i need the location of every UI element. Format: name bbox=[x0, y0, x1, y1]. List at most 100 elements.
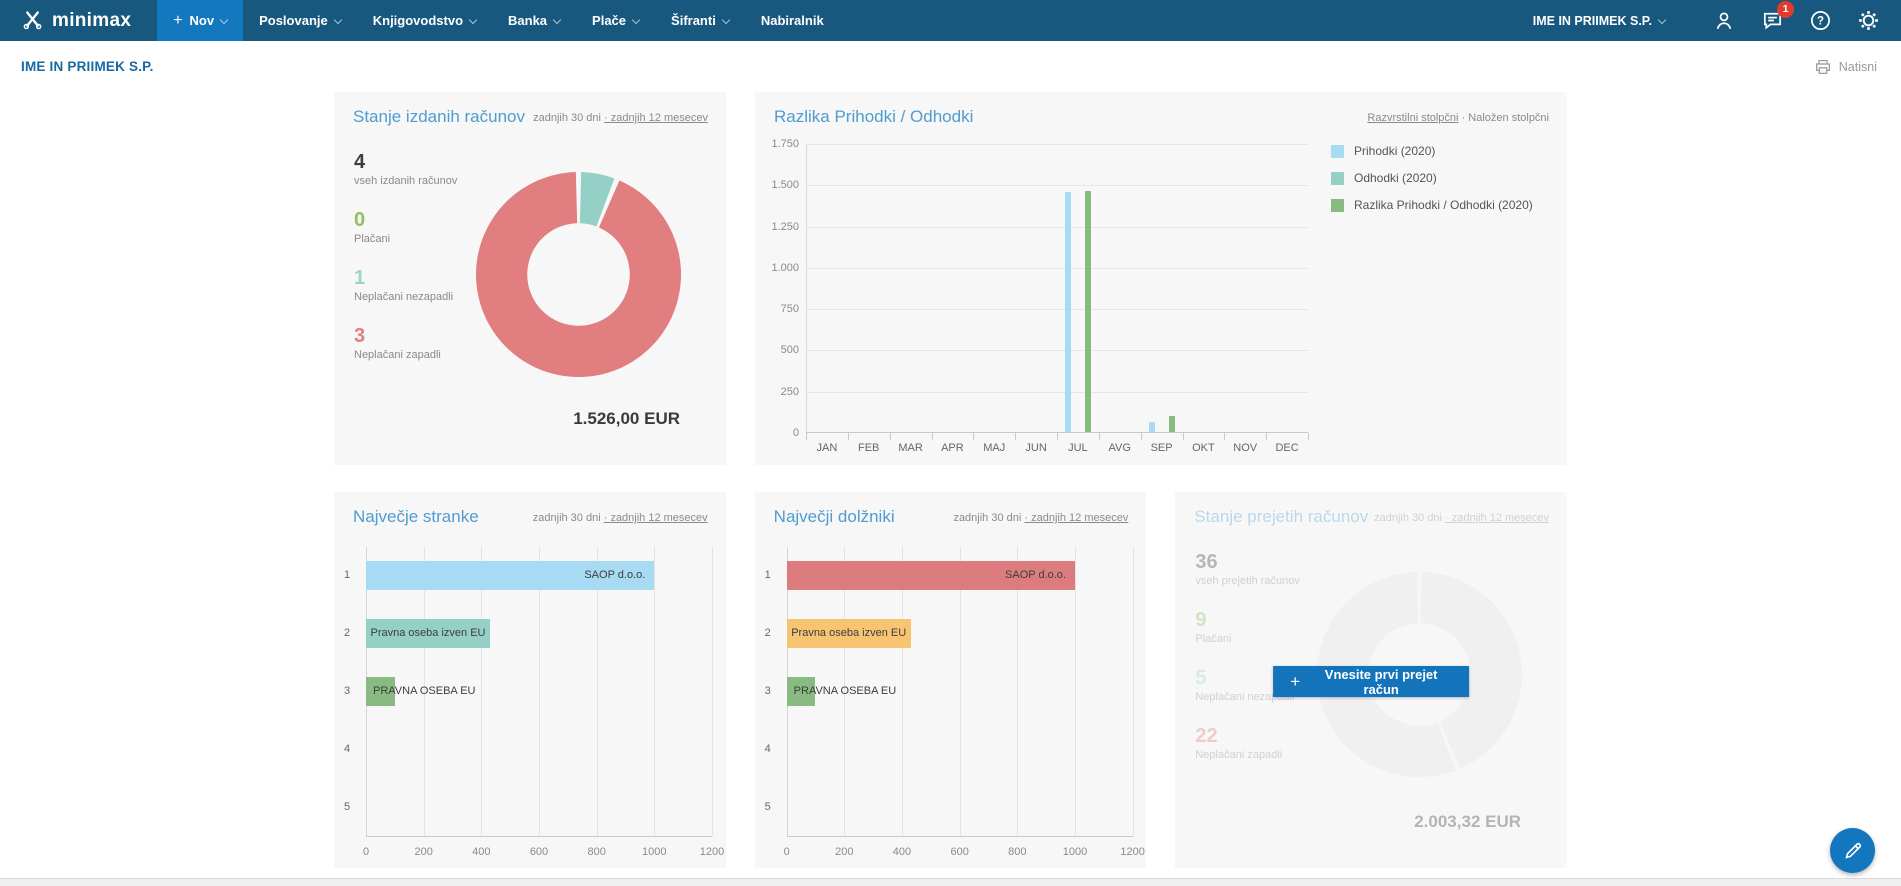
dashboard: Stanje izdanih računov zadnjih 30 dni · … bbox=[334, 92, 1568, 868]
bar: Pravna oseba izven EU bbox=[786, 619, 911, 648]
y-axis-line bbox=[806, 144, 807, 432]
bar-label: SAOP d.o.o. bbox=[1005, 569, 1066, 581]
axis-tick bbox=[931, 433, 933, 440]
gridline bbox=[806, 185, 1308, 187]
gridline bbox=[806, 391, 1308, 393]
help-icon: ? bbox=[1810, 11, 1830, 30]
bar bbox=[1065, 191, 1071, 432]
settings-button[interactable] bbox=[1855, 8, 1881, 34]
axis-tick bbox=[973, 433, 975, 440]
issued-invoices-donut-chart bbox=[476, 172, 681, 377]
stat-value: 9 bbox=[1195, 609, 1207, 631]
card-top-debtors: Največji dolžniki zadnjih 30 dni · zadnj… bbox=[754, 492, 1147, 868]
issued-invoices-total: 1.526,00 EUR bbox=[573, 409, 680, 428]
nav-item-banka[interactable]: Banka bbox=[492, 0, 576, 41]
bar bbox=[1085, 190, 1091, 432]
person-icon bbox=[1716, 12, 1732, 29]
gridline bbox=[806, 226, 1308, 228]
stacked-columns-label: · Naložen stolpčni bbox=[1461, 112, 1549, 124]
help-button[interactable]: ? bbox=[1807, 8, 1833, 34]
x-axis-label: SEP bbox=[1150, 442, 1173, 454]
scissors-logo-icon bbox=[22, 9, 52, 33]
stat-value: 0 bbox=[354, 209, 366, 231]
brand-name: minimax bbox=[52, 9, 132, 31]
axis-tick bbox=[889, 433, 891, 440]
main-menu: + Nov Poslovanje Knjigovodstvo Banka Pla… bbox=[157, 0, 840, 41]
gridline bbox=[1017, 547, 1019, 836]
card-received-invoices: Stanje prejetih računov zadnjih 30 dni ·… bbox=[1175, 492, 1568, 868]
new-entry-fab[interactable] bbox=[1830, 828, 1875, 873]
axis-tick bbox=[1057, 433, 1058, 440]
legend-item: Prihodki (2020) bbox=[1331, 144, 1533, 158]
x-axis-label: 1200 bbox=[1120, 846, 1145, 858]
user-profile-button[interactable] bbox=[1711, 8, 1737, 34]
card-income-expense-difference: Razlika Prihodki / Odhodki Razvrstilni s… bbox=[755, 92, 1567, 465]
stat-value: 22 bbox=[1195, 725, 1218, 747]
nav-item-knjigovodstvo[interactable]: Knjigovodstvo bbox=[357, 0, 492, 41]
row-label: 5 bbox=[344, 801, 351, 813]
x-axis-label: APR bbox=[941, 442, 964, 454]
period-current: zadnjih 30 dni bbox=[533, 112, 601, 124]
page-header: IME IN PRIIMEK S.P. Natisni bbox=[0, 41, 1901, 92]
messages-button[interactable]: 1 bbox=[1759, 0, 1794, 34]
page-title: IME IN PRIIMEK S.P. bbox=[21, 59, 154, 74]
bar-plot-area: SAOP d.o.o. Pravna oseba izven EU PRAVNA O… bbox=[786, 547, 1134, 837]
bar bbox=[1148, 422, 1155, 432]
nav-item-sifranti[interactable]: Šifranti bbox=[655, 0, 745, 41]
y-axis-label: 1.000 bbox=[771, 261, 799, 274]
card-title-issued-invoices[interactable]: Stanje izdanih računov bbox=[353, 107, 526, 126]
period-12-months-link[interactable]: · zadnjih 12 mesecev bbox=[1024, 512, 1129, 524]
gridline bbox=[712, 547, 713, 836]
bar: PRAVNA OSEBA EU bbox=[366, 677, 476, 706]
row-label: 4 bbox=[764, 743, 771, 755]
axis-tick bbox=[1224, 433, 1226, 440]
gridline bbox=[806, 267, 1308, 269]
legend-swatch bbox=[1331, 171, 1344, 185]
x-axis-label: OKT bbox=[1192, 442, 1215, 454]
period-12-months-link: · zadnjih 12 mesecev bbox=[1445, 512, 1550, 524]
minimax-logo[interactable]: minimax bbox=[0, 0, 157, 41]
legend-swatch bbox=[1331, 198, 1344, 212]
x-axis-label: 200 bbox=[835, 846, 854, 858]
bar bbox=[1168, 415, 1175, 432]
stat-value: 3 bbox=[354, 325, 366, 347]
axis-tick bbox=[1140, 433, 1142, 440]
x-axis-label: JUL bbox=[1068, 442, 1088, 454]
organization-switcher[interactable]: IME IN PRIIMEK S.P. bbox=[1533, 14, 1667, 28]
top-debtors-bar-chart: SAOP d.o.o. Pravna oseba izven EU PRAVNA O… bbox=[755, 547, 1147, 858]
nav-item-nov[interactable]: + Nov bbox=[157, 0, 244, 41]
stat-label: Neplačani zapadli bbox=[1195, 749, 1283, 761]
period-12-months-link[interactable]: · zadnjih 12 mesecev bbox=[603, 512, 708, 524]
nav-item-nabiralnik[interactable]: Nabiralnik bbox=[760, 13, 824, 28]
card-top-customers: Največje stranke zadnjih 30 dni · zadnji… bbox=[334, 492, 726, 868]
stat-label: Neplačani zapadli bbox=[354, 349, 441, 361]
card-title-top-debtors[interactable]: Največji dolžniki bbox=[773, 507, 895, 526]
enter-first-received-invoice-button[interactable]: + Vnesite prvi prejet račun bbox=[1273, 666, 1470, 697]
period-12-months-link[interactable]: · zadnjih 12 mesecev bbox=[604, 112, 708, 124]
chart-mode-switch: Razvrstilni stolpčni · Naložen stolpčni bbox=[1367, 107, 1549, 124]
row-label: 4 bbox=[344, 743, 351, 755]
x-axis-label: MAR bbox=[898, 442, 923, 454]
period-switch: zadnjih 30 dni · zadnjih 12 mesecev bbox=[533, 507, 708, 524]
plus-icon: + bbox=[173, 11, 183, 29]
row-label: 2 bbox=[344, 627, 351, 639]
card-title-top-customers[interactable]: Največje stranke bbox=[353, 507, 479, 526]
gridline bbox=[1074, 547, 1076, 836]
received-invoices-total: 2.003,32 EUR bbox=[1414, 812, 1522, 831]
card-title-income-expense[interactable]: Razlika Prihodki / Odhodki bbox=[774, 107, 974, 126]
gridline bbox=[539, 547, 540, 836]
bar-plot-area: SAOP d.o.o. Pravna oseba izven EU PRAVNA O… bbox=[366, 547, 713, 837]
issued-invoice-stats: 4 vseh izdanih računov 0 Plačani 1 Neplačani … bbox=[354, 150, 504, 382]
nav-item-poslovanje[interactable]: Poslovanje bbox=[243, 0, 357, 41]
grouped-columns-link[interactable]: Razvrstilni stolpčni bbox=[1367, 112, 1459, 124]
card-issued-invoices: Stanje izdanih računov zadnjih 30 dni · … bbox=[334, 92, 726, 465]
bottom-scrollbar-strip[interactable] bbox=[0, 878, 1901, 886]
invoice-stat: 0 Plačani bbox=[354, 208, 504, 247]
bar: SAOP d.o.o. bbox=[366, 561, 655, 590]
gridline bbox=[481, 547, 483, 836]
x-axis-label: 1000 bbox=[1062, 846, 1088, 858]
nav-item-place[interactable]: Plače bbox=[576, 0, 655, 41]
top-navigation: minimax + Nov Poslovanje Knjigovodstvo B… bbox=[0, 0, 1901, 41]
print-button[interactable]: Natisni bbox=[1814, 58, 1901, 76]
x-axis-label: 1000 bbox=[642, 846, 667, 858]
